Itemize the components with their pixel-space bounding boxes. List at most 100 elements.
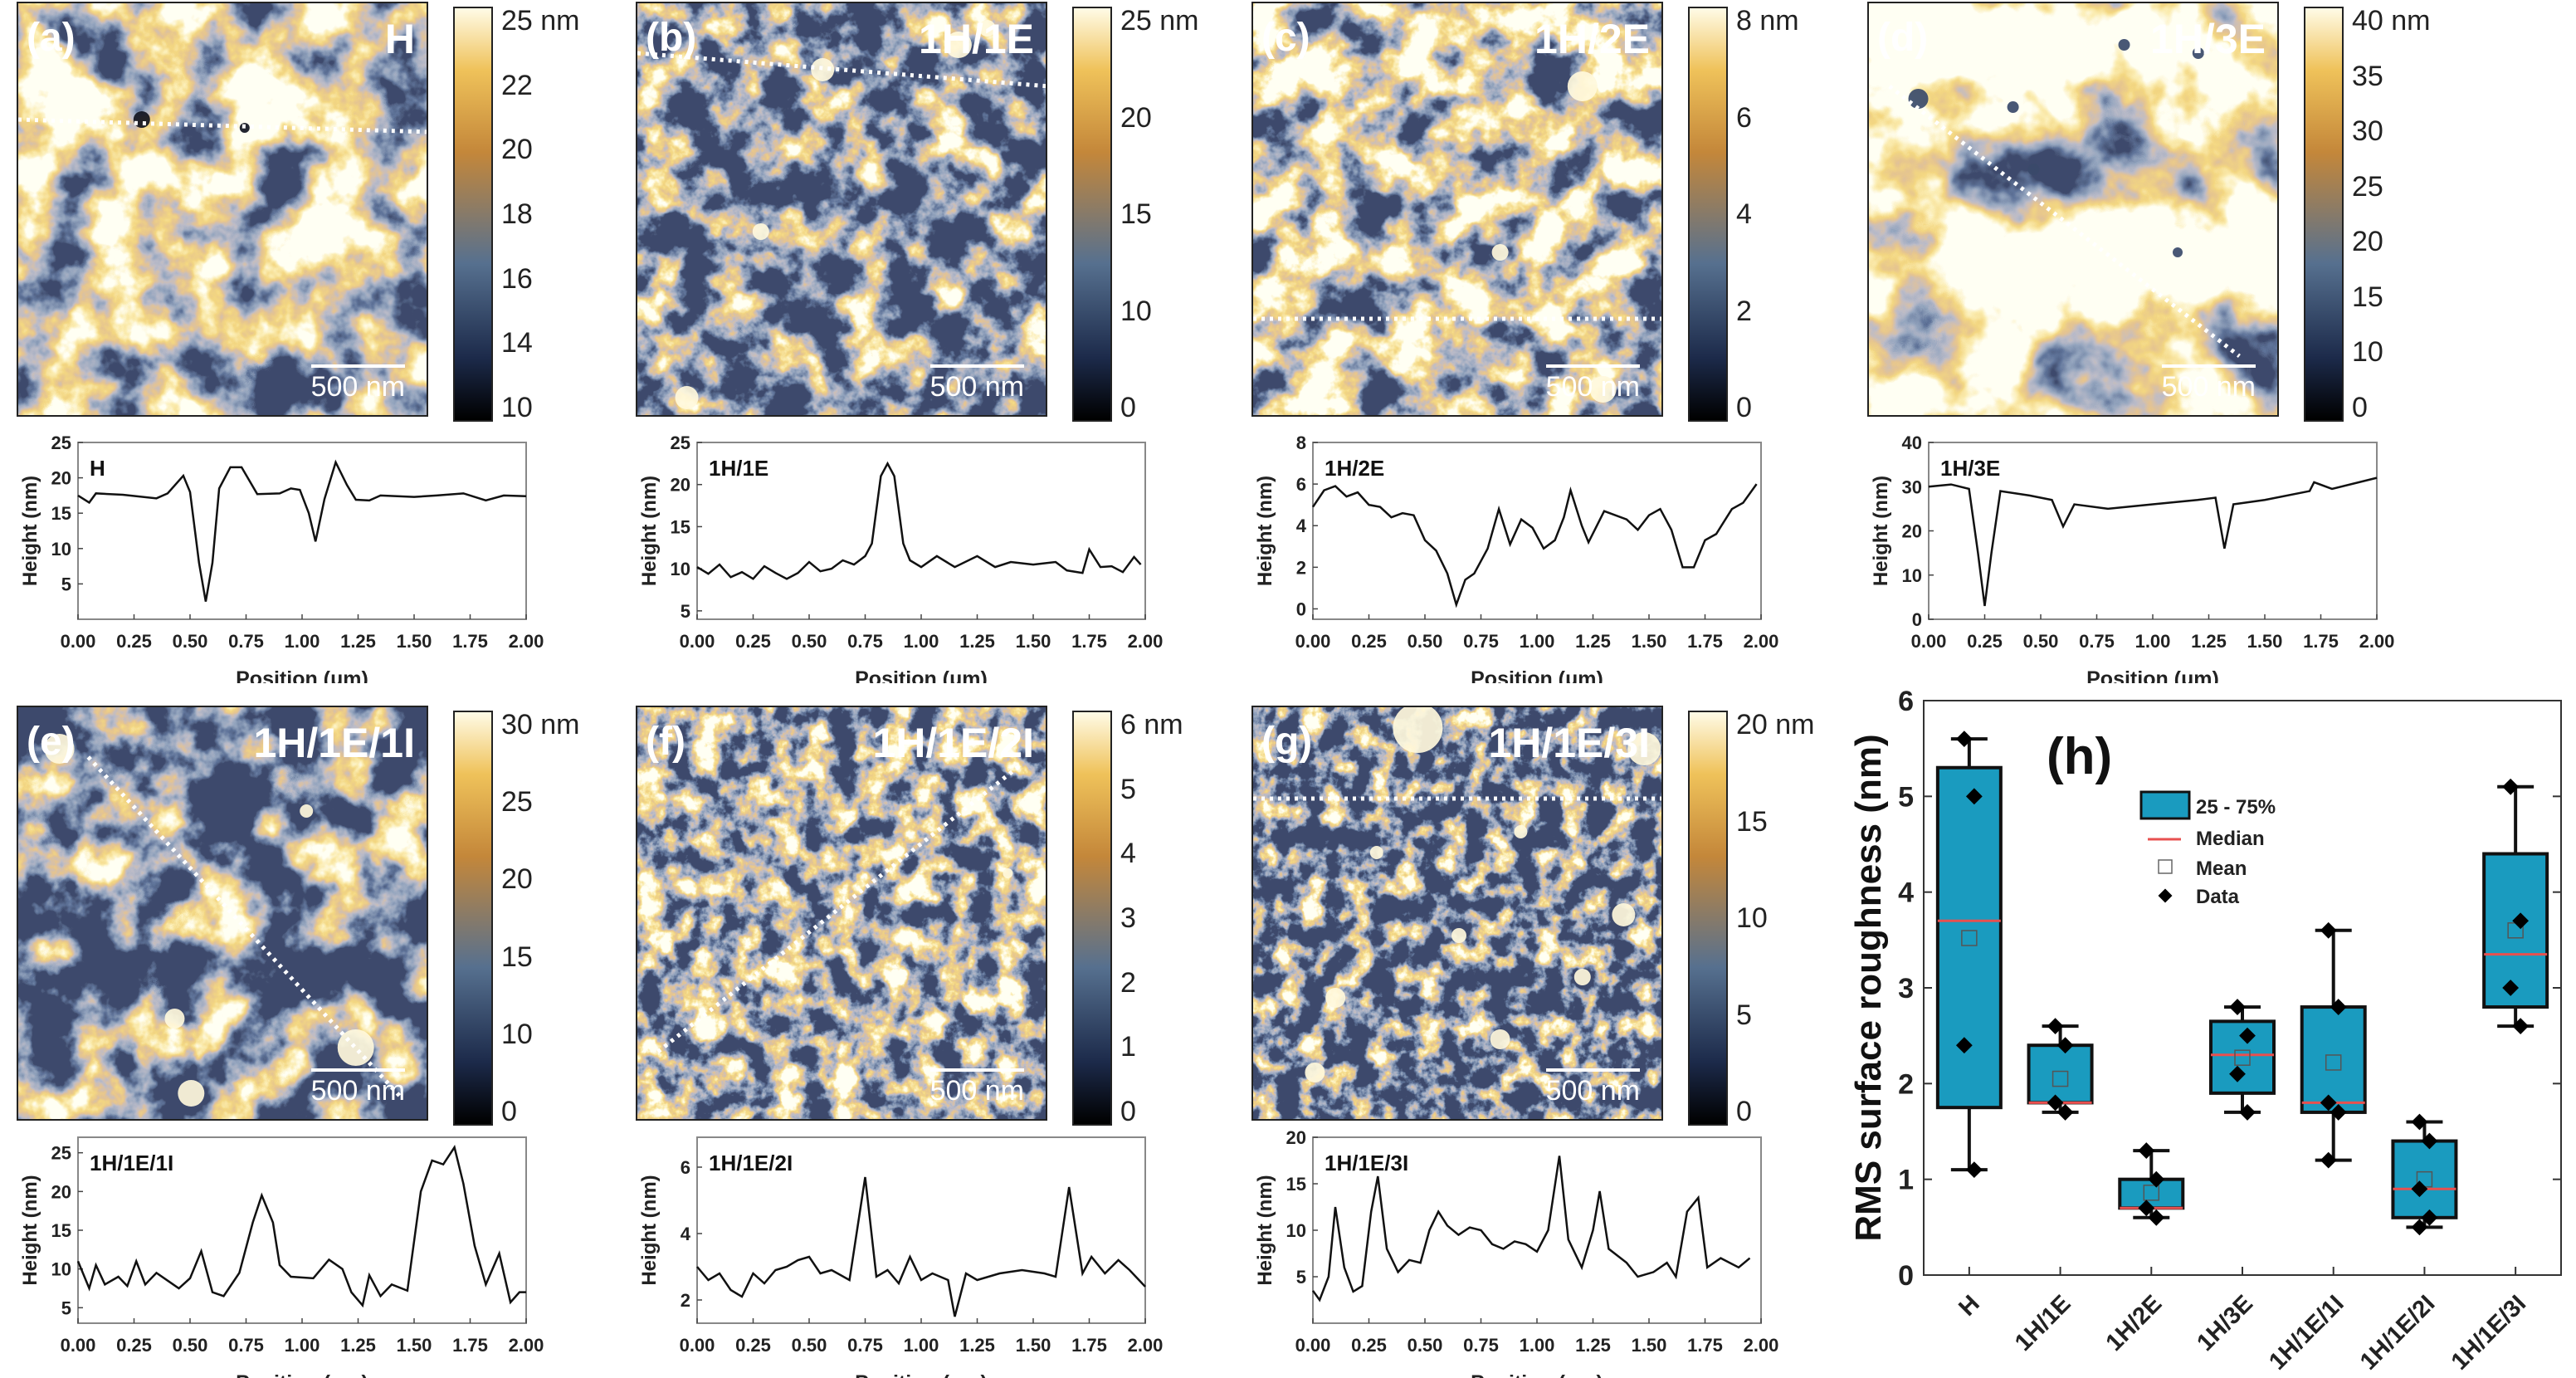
x-tick-label: 1.50 — [1632, 631, 1667, 652]
mean-marker — [2052, 1070, 2069, 1087]
data-point — [2320, 1151, 2337, 1169]
y-tick-label: 2 — [1296, 557, 1306, 578]
x-tick-label: 1.50 — [397, 631, 432, 652]
height-profile-chart: 0.00 0.25 0.50 0.75 1.00 1.25 1.50 1.75 2.00 5 10 1… — [19, 1136, 544, 1378]
data-point — [1955, 731, 1973, 748]
colorbar — [2304, 7, 2344, 422]
x-tick-label: 1H/1E/2I — [2355, 1290, 2440, 1375]
y-tick-label: 2 — [681, 1290, 690, 1311]
y-axis-label: Height (nm) — [19, 1175, 41, 1285]
colorbar-tick-label: 6 — [1736, 101, 1752, 134]
x-tick-label: 0.50 — [1408, 1335, 1443, 1356]
x-tick-label: 1.00 — [904, 631, 939, 652]
scale-bar-label: 500 nm — [2161, 371, 2256, 403]
x-tick-label: 0.50 — [173, 631, 208, 652]
particle-feature — [1573, 969, 1591, 985]
y-tick-label: 0 — [1912, 609, 1922, 630]
colorbar-tick-label: 0 — [2352, 392, 2368, 423]
x-tick-label: 1H/1E/1I — [2264, 1290, 2349, 1375]
colorbar-tick-label: 25 — [2352, 170, 2383, 203]
scale-bar: 500 nm — [310, 1068, 405, 1107]
x-tick-label: 1.75 — [452, 1335, 488, 1356]
x-tick-label: 0.00 — [680, 1335, 715, 1356]
x-tick-label: 0.25 — [116, 631, 152, 652]
colorbar-tick-label: 2 — [1120, 966, 1136, 999]
x-axis-label: Position (μm) — [1471, 1371, 1603, 1378]
sample-label: 1H/2E — [1534, 16, 1650, 62]
colorbar-tick-label: 0 — [1736, 1096, 1752, 1127]
height-profile-line — [76, 1145, 526, 1308]
scale-bar-label: 500 nm — [929, 1075, 1024, 1107]
profile-sample-label: 1H/1E/2I — [709, 1151, 793, 1175]
height-profile-line — [1311, 1156, 1751, 1302]
colorbar-tick-label: 20 — [501, 863, 533, 896]
y-axis-label: Height (nm) — [1254, 1175, 1276, 1285]
y-tick-label: 10 — [51, 539, 71, 560]
particle-feature — [944, 32, 972, 58]
y-axis-label: Height (nm) — [19, 476, 41, 586]
colorbar-tick-label: 25 — [501, 786, 533, 818]
x-tick-label: 2.00 — [2359, 631, 2395, 652]
particle-feature — [1514, 825, 1528, 838]
colorbar — [1688, 7, 1728, 422]
particle-feature — [1003, 868, 1013, 878]
sample-label: 1H/3E — [2150, 16, 2266, 62]
iqr-box — [2027, 1043, 2094, 1105]
colorbar — [1688, 711, 1728, 1126]
scale-bar-line — [2161, 364, 2256, 368]
profile-sample-label: 1H/1E/1I — [90, 1151, 173, 1175]
profile-line-dotted — [637, 51, 1046, 89]
y-tick-label: 20 — [671, 475, 690, 496]
panel-label: (f) — [646, 720, 685, 764]
colorbar-max-label: 25 nm — [501, 5, 580, 37]
x-axis-label: Position (μm) — [2086, 667, 2219, 683]
data-point — [2421, 1132, 2438, 1150]
particle-feature — [178, 1080, 205, 1107]
y-tick-label: 15 — [1286, 1174, 1306, 1195]
x-tick-label: 1.25 — [1575, 1335, 1611, 1356]
data-point — [2239, 1104, 2256, 1121]
legend-mean-swatch — [2158, 859, 2173, 874]
pit-feature — [2118, 39, 2130, 51]
mean-marker — [2325, 1054, 2342, 1071]
profile-sample-label: 1H/1E — [709, 456, 768, 481]
y-axis-label: Height (nm) — [638, 1175, 661, 1285]
box-group — [2118, 1142, 2185, 1275]
x-tick-label: 1.75 — [452, 631, 488, 652]
height-profile-line — [1928, 476, 2378, 607]
scale-bar-label: 500 nm — [1545, 371, 1640, 403]
afm-image-3: (c) 1H/2E 500 nm — [1251, 2, 1663, 417]
colorbar-tick-label: 10 — [1120, 295, 1152, 327]
iqr-box — [2118, 1177, 2185, 1210]
iqr-box — [2300, 1005, 2367, 1114]
height-profile-chart: 0.00 0.25 0.50 0.75 1.00 1.25 1.50 1.75 2.00 0 10 2… — [1870, 434, 2395, 683]
y-tick-label: 20 — [1286, 1129, 1306, 1148]
x-axis-label: Position (μm) — [236, 667, 368, 683]
x-tick-label: 1.75 — [1687, 1335, 1723, 1356]
x-tick-label: 1.50 — [1632, 1335, 1667, 1356]
y-tick-label: 20 — [1902, 521, 1922, 542]
x-tick-label: 0.00 — [680, 631, 715, 652]
colorbar-tick-label: 0 — [501, 1096, 517, 1127]
y-tick-label: 25 — [51, 434, 71, 453]
colorbar-max-label: 8 nm — [1736, 5, 1799, 37]
x-tick-label: 2.00 — [509, 631, 544, 652]
x-tick-label: 0.50 — [792, 1335, 827, 1356]
panel-label: (c) — [1261, 16, 1310, 60]
afm-image-7: (g) 1H/1E/3I 500 nm — [1251, 706, 1663, 1121]
pit-feature — [2027, 164, 2040, 175]
colorbar-tick-label: 4 — [1736, 198, 1752, 230]
data-point — [1955, 1037, 1973, 1054]
x-tick-label: 1.00 — [2135, 631, 2171, 652]
y-tick-label: 4 — [1898, 877, 1914, 909]
y-tick-label: 25 — [671, 434, 690, 453]
y-tick-label: 6 — [681, 1157, 690, 1178]
x-tick-label: 0.25 — [1351, 631, 1387, 652]
x-tick-label: 1.75 — [1071, 631, 1107, 652]
scale-bar: 500 nm — [1545, 364, 1640, 403]
height-profile-line — [1311, 483, 1758, 608]
colorbar — [1072, 711, 1112, 1126]
legend-box-label: 25 - 75% — [2196, 796, 2276, 818]
afm-height-map — [637, 3, 1046, 415]
colorbar-tick-label: 30 — [2352, 115, 2383, 148]
